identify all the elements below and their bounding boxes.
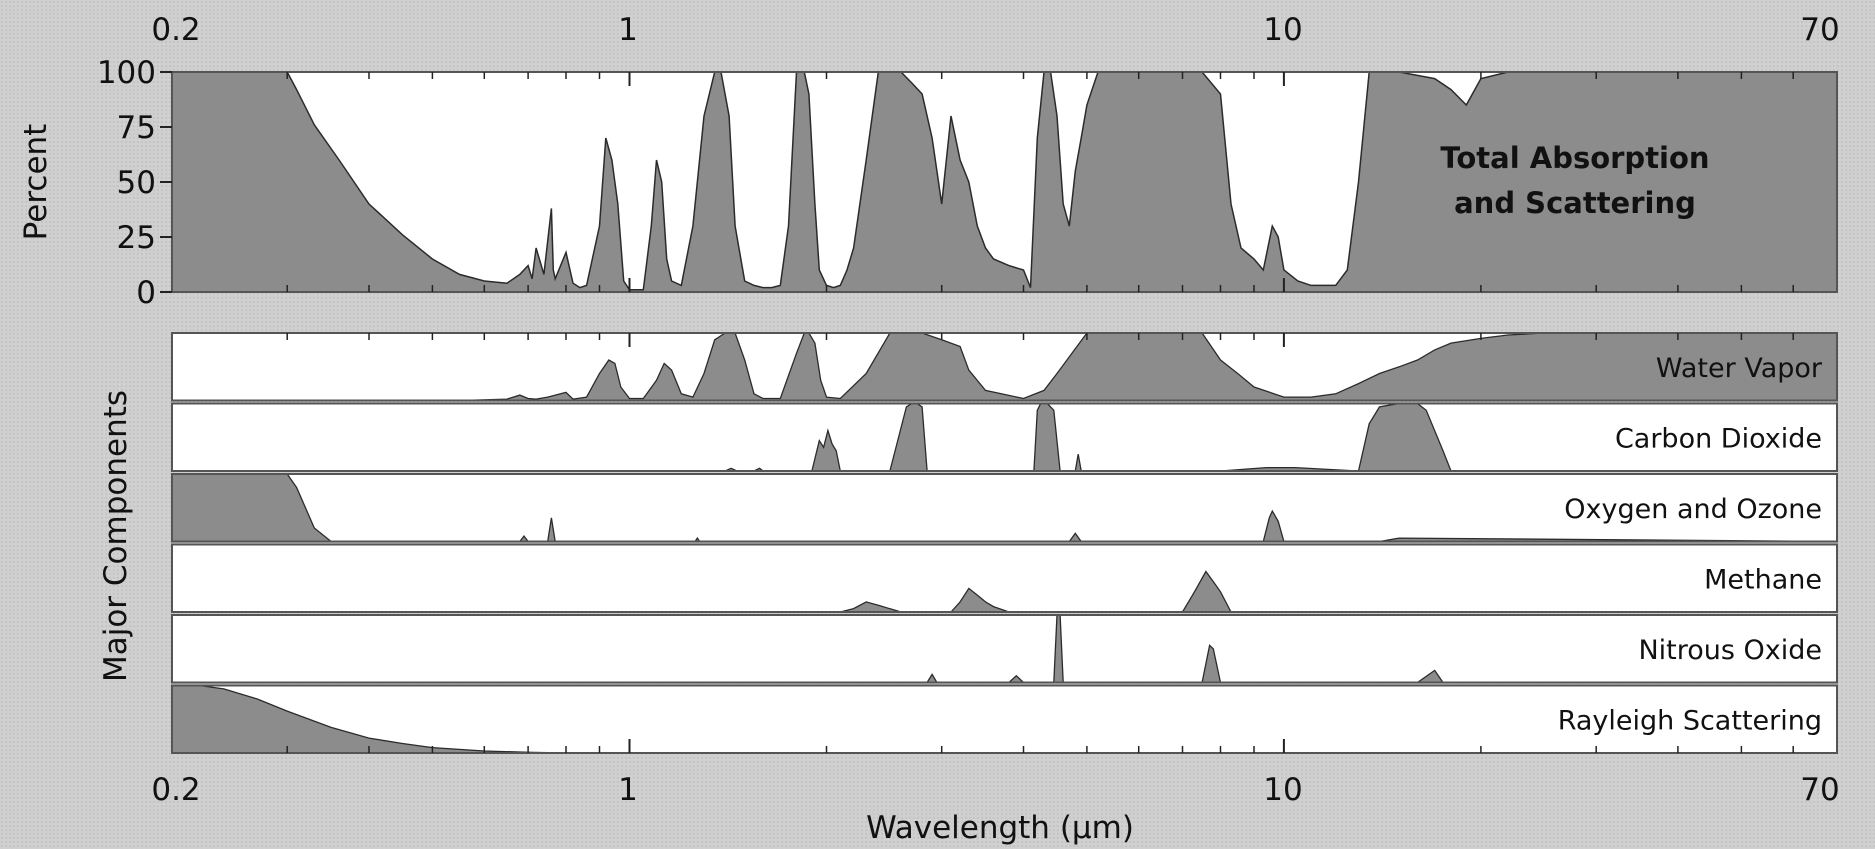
bottom-x-tick-label-0.2: 0.2 xyxy=(151,772,200,808)
top-x-tick-label-70: 70 xyxy=(1800,12,1839,48)
y-tick-label-75: 75 xyxy=(117,110,156,146)
component-frame-nitrous-oxide xyxy=(171,614,1838,684)
y-tick-label-50: 50 xyxy=(117,165,156,201)
y-tick-label-0: 0 xyxy=(136,275,156,311)
x-axis-title: Wavelength (μm) xyxy=(866,810,1134,846)
component-label-nitrous-oxide: Nitrous Oxide xyxy=(1638,635,1822,666)
component-row-rayleigh-scattering: Rayleigh Scattering xyxy=(171,684,1838,754)
component-row-methane: Methane xyxy=(171,543,1838,613)
major-components-panel: Water Vapor Carbon Dioxide Oxygen and Ozon… xyxy=(171,332,1838,754)
component-frame-methane xyxy=(171,543,1838,613)
top-x-tick-label-10: 10 xyxy=(1263,12,1302,48)
component-label-carbon-dioxide: Carbon Dioxide xyxy=(1615,423,1822,454)
component-plot-area-rayleigh-scattering xyxy=(172,685,1837,753)
component-label-water-vapor: Water Vapor xyxy=(1656,353,1823,384)
top-panel-minor-ticks xyxy=(286,72,1794,292)
total-absorption-panel: 0 25 50 75 100 Percent Total Absorption … xyxy=(18,55,1838,311)
component-label-methane: Methane xyxy=(1704,564,1822,595)
component-area-carbon-dioxide xyxy=(172,402,1837,472)
percent-y-ticks: 0 25 50 75 100 xyxy=(97,55,172,311)
y-tick-label-100: 100 xyxy=(97,55,156,91)
component-row-oxygen-and-ozone: Oxygen and Ozone xyxy=(171,473,1838,543)
bottom-x-tick-label-70: 70 xyxy=(1800,772,1839,808)
bottom-x-tick-label-1: 1 xyxy=(618,772,638,808)
percent-axis-title: Percent xyxy=(18,124,54,241)
component-frame-oxygen-and-ozone xyxy=(171,473,1838,543)
component-frame-water-vapor xyxy=(171,332,1838,402)
component-frame-carbon-dioxide xyxy=(171,402,1838,472)
component-label-rayleigh-scattering: Rayleigh Scattering xyxy=(1558,705,1822,736)
component-row-carbon-dioxide: Carbon Dioxide xyxy=(171,402,1838,472)
top-x-tick-label-0.2: 0.2 xyxy=(151,12,200,48)
top-x-tick-label-1: 1 xyxy=(618,12,638,48)
component-area-methane xyxy=(172,570,1837,613)
y-tick-label-25: 25 xyxy=(117,220,156,256)
component-plot-area-carbon-dioxide xyxy=(172,403,1837,471)
component-row-water-vapor: Water Vapor xyxy=(171,332,1838,402)
total-absorption-area xyxy=(171,71,1838,293)
component-row-nitrous-oxide: Nitrous Oxide xyxy=(171,614,1838,684)
total-absorption-title-line-2: and Scattering xyxy=(1454,186,1696,220)
total-absorption-title-line-1: Total Absorption xyxy=(1440,141,1709,175)
top-x-tick-labels: 0.2 1 10 70 xyxy=(151,12,1839,48)
bottom-x-tick-labels: 0.2 1 10 70 xyxy=(151,772,1839,808)
major-components-axis-title: Major Components xyxy=(98,390,134,682)
component-plot-area-nitrous-oxide xyxy=(172,615,1837,683)
components-minor-ticks xyxy=(286,333,1794,753)
component-plot-area-methane xyxy=(172,544,1837,612)
component-area-water-vapor xyxy=(172,332,1838,402)
component-label-oxygen-and-ozone: Oxygen and Ozone xyxy=(1564,494,1822,525)
component-plot-area-oxygen-and-ozone xyxy=(172,474,1837,542)
bottom-x-tick-label-10: 10 xyxy=(1263,772,1302,808)
component-frame-rayleigh-scattering xyxy=(171,684,1838,754)
